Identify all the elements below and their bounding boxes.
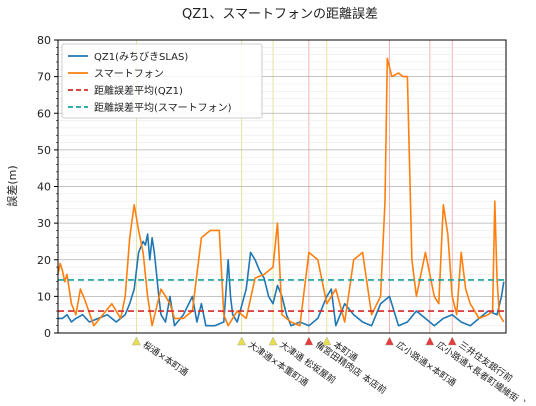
annotation-marker [237, 336, 247, 346]
annotation-label: 広小路通×長者町繊維街 入口 [434, 339, 536, 402]
y-tick-label: 50 [37, 144, 51, 157]
series-line [58, 233, 505, 327]
series-lines [57, 57, 506, 327]
annotation-marker [447, 336, 457, 346]
annotation-marker [132, 336, 141, 346]
annotation-label: 桜通×本町通 [141, 339, 191, 379]
annotation-marker [304, 336, 314, 346]
y-tick-label: 70 [37, 71, 51, 84]
y-tick-label: 40 [37, 181, 51, 194]
y-axis-label: 誤差(m) [5, 165, 19, 206]
y-tick-label: 10 [37, 290, 51, 303]
annotation-marker [385, 336, 394, 346]
annotation-marker [322, 336, 332, 346]
legend-label: 距離誤差平均(スマートフォン) [94, 101, 232, 114]
y-tick-label: 60 [37, 107, 51, 120]
annotation-marker [425, 336, 435, 346]
y-tick-label: 0 [44, 327, 51, 340]
annotation-marker [268, 336, 278, 346]
legend-label: スマートフォン [94, 69, 164, 80]
legend-label: 距離誤差平均(QZ1) [94, 84, 183, 97]
series-line [57, 57, 505, 327]
y-axis-ticks: 0 10 20 30 40 50 60 70 80 [37, 34, 58, 340]
y-tick-label: 30 [37, 217, 51, 230]
annotation-label: 備宮田精肉店 本店前 [313, 339, 389, 397]
y-tick-label: 20 [37, 254, 51, 267]
legend-label: QZ1(みちびきSLAS) [94, 51, 188, 63]
chart-title: QZ1、スマートフォンの距離誤差 [182, 6, 378, 22]
y-tick-label: 80 [37, 34, 51, 47]
legend-box [61, 43, 263, 119]
